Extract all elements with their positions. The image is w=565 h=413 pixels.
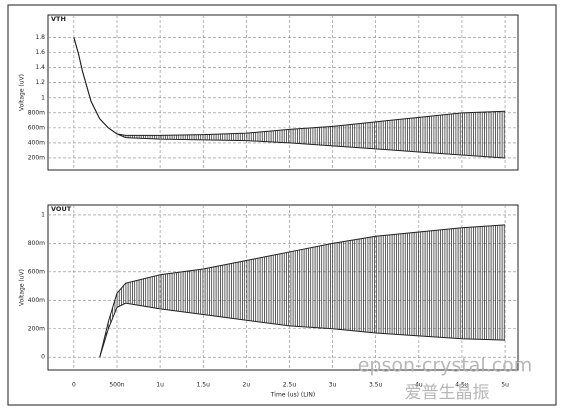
x-axis-label: Time (us) (LIN)	[270, 392, 315, 399]
x-tick-label: 5u	[501, 382, 509, 389]
y-tick-label: 1	[41, 211, 45, 218]
x-tick-label: 500n	[109, 382, 124, 389]
x-tick-label: 4.5u	[455, 382, 469, 389]
x-tick-label: 3u	[329, 382, 337, 389]
y-tick-label: 400m	[28, 297, 45, 304]
plot-frame	[47, 14, 519, 171]
y-tick-label: 800m	[28, 240, 45, 247]
charts: 200m 400m 600m 800m 1 1.2 1.4 1.6 1.8 VTH Voltage …	[19, 14, 519, 399]
y-axis-label: Voltage (uV)	[19, 269, 26, 306]
plot-frame	[47, 204, 519, 371]
x-tick-label: 2u	[243, 382, 251, 389]
x-tick-label: 0	[72, 382, 76, 389]
chart-title: VOUT	[51, 205, 72, 213]
y-tick-label: 200m	[28, 325, 45, 332]
oscillation-band	[99, 224, 506, 358]
x-tick-label: 1.5u	[197, 382, 211, 389]
waveform-line	[99, 224, 506, 358]
y-axis-label: Voltage (uV)	[19, 74, 26, 111]
waveform-line	[99, 302, 506, 358]
chart-title: VTH	[51, 15, 66, 23]
y-tick-label: 1.4	[35, 64, 45, 71]
y-tick-label: 1.6	[35, 49, 45, 56]
y-tick-label: 200m	[28, 154, 45, 161]
y-tick-label: 600m	[28, 268, 45, 275]
outer-frame	[7, 4, 557, 406]
y-tick-label: 400m	[28, 139, 45, 146]
y-tick-label: 1.8	[35, 34, 45, 41]
x-tick-label: 1u	[156, 382, 164, 389]
y-tick-label: 1.2	[35, 79, 45, 86]
oscillation-band	[73, 37, 506, 158]
waveform-line	[73, 37, 506, 159]
y-tick-label: 600m	[28, 124, 45, 131]
x-tick-label: 4u	[415, 382, 423, 389]
y-tick-label: 1	[41, 94, 45, 101]
y-tick-label: 0	[41, 354, 45, 361]
watermark-url: epson-crystal.com	[358, 355, 533, 377]
y-tick-label: 800m	[28, 109, 45, 116]
x-tick-label: 3.5u	[369, 382, 383, 389]
x-tick-label: 2.5u	[283, 382, 297, 389]
watermark-text: 爱普生晶振	[405, 383, 490, 403]
